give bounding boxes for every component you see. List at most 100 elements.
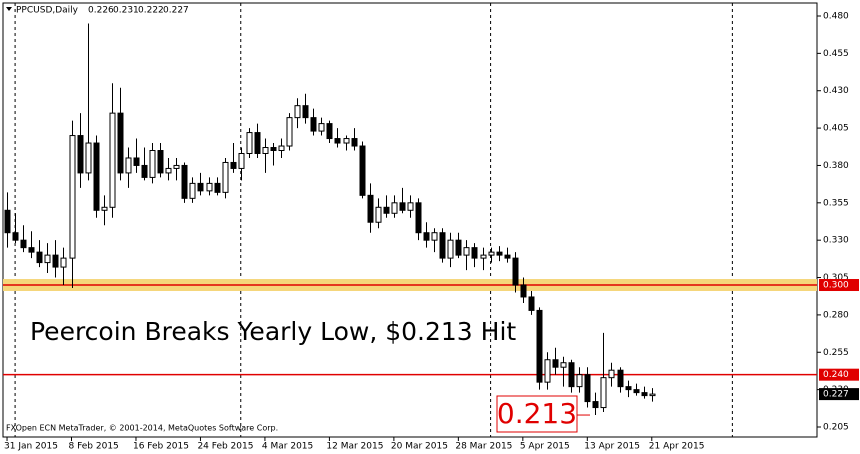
candle-body (246, 132, 253, 154)
candle-body (633, 389, 640, 394)
header-open: 0.226 (88, 6, 114, 16)
candle-body (455, 239, 462, 256)
last-price-box (819, 388, 859, 401)
x-tick-label: 8 Feb 2015 (69, 442, 119, 452)
level-label-box (819, 279, 859, 292)
y-tick-label: 0.280 (823, 310, 849, 320)
candle-body (488, 251, 495, 256)
candle-body (230, 161, 237, 169)
candle-body (334, 138, 341, 144)
candle-body (101, 206, 108, 211)
candle-body (125, 157, 132, 174)
x-tick-label: 12 Mar 2015 (326, 442, 383, 452)
candle-body (12, 232, 19, 241)
level-label-box (819, 368, 859, 381)
candle-body (520, 284, 527, 298)
candle-body (141, 164, 148, 178)
y-tick-label: 0.430 (823, 86, 849, 96)
candle-body (270, 147, 277, 152)
candle-body (625, 386, 632, 391)
x-tick-label: 24 Feb 2015 (197, 442, 253, 452)
candle-body (552, 359, 559, 368)
x-tick-label: 13 Apr 2015 (584, 442, 640, 452)
candle-body (238, 152, 245, 169)
candle-body (496, 251, 503, 256)
y-tick-label: 0.405 (823, 124, 849, 134)
candle-body (286, 117, 293, 147)
candle-body (181, 164, 188, 199)
candle-body (222, 161, 229, 193)
candle-body (278, 145, 285, 152)
candle-body (85, 142, 92, 174)
candle-body (343, 138, 350, 144)
annotation: Peercoin Breaks Yearly Low, $0.213 Hit (30, 317, 516, 346)
x-tick-label: 4 Mar 2015 (262, 442, 313, 452)
x-tick-label: 5 Apr 2015 (520, 442, 570, 452)
candle-body (294, 105, 301, 119)
level-label: 0.240 (823, 370, 849, 380)
candle-body (447, 239, 454, 259)
candle-body (93, 142, 100, 211)
candle-body (504, 254, 511, 259)
x-tick-label: 21 Apr 2015 (649, 442, 705, 452)
footer: FXOpen ECN MetaTrader, © 2001-2014, Meta… (6, 424, 278, 433)
candle-body (318, 123, 325, 132)
candle-body (310, 117, 317, 132)
last-price-label: 0.227 (823, 390, 849, 400)
candle-body (463, 247, 470, 256)
candle-body (649, 393, 656, 397)
candle-body (536, 309, 543, 383)
candle-body (560, 362, 567, 368)
symbol: PPCUSD,Daily (16, 6, 79, 16)
candle-body (262, 147, 269, 154)
candle-body (165, 167, 172, 174)
candle-body (189, 182, 196, 199)
candle-body (254, 132, 261, 154)
candle-body (28, 247, 35, 253)
candle-body (351, 138, 358, 147)
candle-body (206, 182, 213, 192)
candle-body (367, 194, 374, 223)
y-tick-label: 0.330 (823, 236, 849, 246)
candle-body (52, 254, 59, 268)
candle-body (44, 254, 51, 264)
y-tick-label: 0.480 (823, 12, 849, 22)
plot-frame (2, 2, 818, 438)
candle-body (20, 239, 27, 249)
menu-arrow[interactable] (6, 7, 12, 11)
candle-body (576, 374, 583, 388)
candle-body (568, 362, 575, 388)
candle-body (4, 209, 11, 234)
candle-body (173, 164, 180, 169)
x-tick-label: 20 Mar 2015 (391, 442, 448, 452)
candle-body (197, 182, 204, 192)
candle-body (383, 206, 390, 214)
candle-body (133, 157, 140, 166)
candle-body (439, 232, 446, 259)
candle-body (600, 377, 607, 409)
candle-body (326, 123, 333, 140)
y-tick-label: 0.355 (823, 198, 849, 208)
candle-body (69, 135, 76, 259)
candle-body (423, 232, 430, 241)
candle-body (415, 202, 422, 234)
y-tick-label: 0.255 (823, 348, 849, 358)
candle-body (617, 369, 624, 388)
header-high: 0.231 (113, 6, 139, 16)
header-low: 0.222 (138, 6, 164, 16)
candle-body (528, 296, 535, 311)
candle-body (214, 182, 221, 193)
callout-label: 0.213 (497, 397, 577, 430)
candle-body (36, 251, 43, 264)
x-tick-label: 28 Mar 2015 (455, 442, 512, 452)
candle-body (544, 359, 551, 383)
candle-body (149, 150, 156, 178)
y-tick-label: 0.380 (823, 161, 849, 171)
candle-body (431, 232, 438, 241)
candle-body (375, 206, 382, 223)
x-tick-label: 31 Jan 2015 (4, 442, 58, 452)
candle-body (77, 135, 84, 174)
candle-body (60, 257, 67, 268)
